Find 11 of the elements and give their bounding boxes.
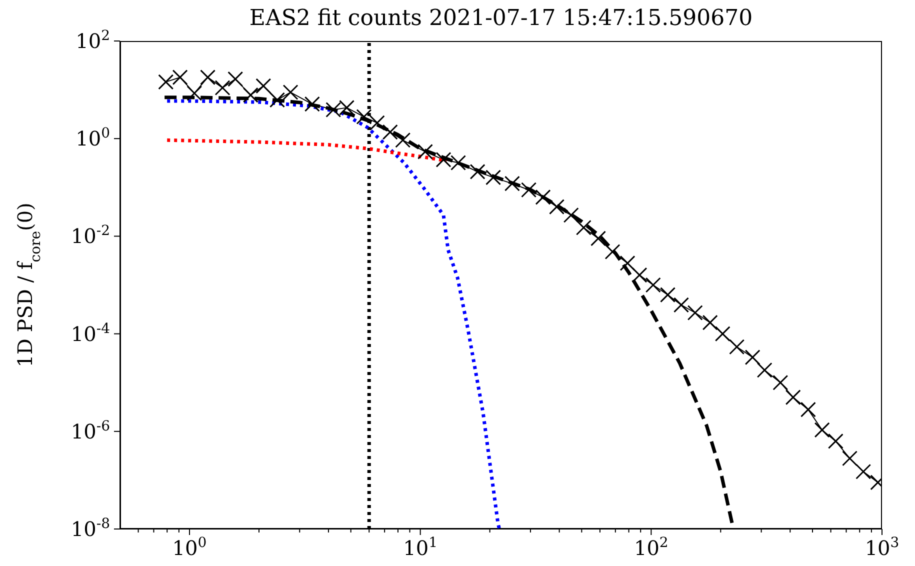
chart-title: EAS2 fit counts 2021-07-17 15:47:15.590670 bbox=[248, 6, 754, 31]
x-tick-label: 10$^{3}$ bbox=[864, 535, 900, 560]
x-tick-label: 10$^{2}$ bbox=[634, 535, 668, 560]
y-tick-label: 10$^{2}$ bbox=[76, 28, 110, 53]
x-tick-label: 10$^{1}$ bbox=[403, 535, 438, 560]
y-tick-label: 10$^{-6}$ bbox=[70, 418, 110, 444]
y-tick-label: 10$^{-2}$ bbox=[70, 223, 110, 248]
y-tick-label: 10$^{-4}$ bbox=[70, 320, 110, 346]
x-tick-label: 10$^{0}$ bbox=[172, 535, 207, 560]
y-tick-label: 10$^{0}$ bbox=[76, 126, 110, 151]
y-tick-label: 10$^{-8}$ bbox=[70, 516, 110, 541]
